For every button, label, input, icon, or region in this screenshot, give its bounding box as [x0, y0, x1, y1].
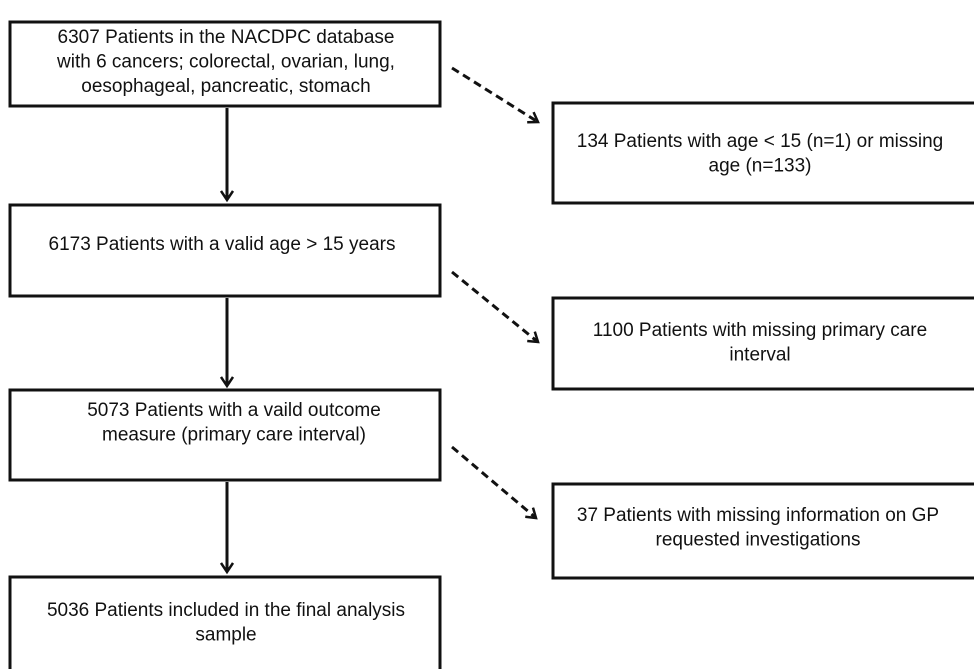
step-box: 6173 Patients with a valid age > 15 year… [8, 203, 442, 298]
box-label: oesophageal, pancreatic, stomach [81, 76, 370, 97]
box-label: 37 Patients with missing information on … [577, 505, 939, 526]
box [551, 482, 974, 580]
box-label: interval [729, 345, 790, 366]
box [8, 575, 442, 669]
step-box: 6307 Patients in the NACDPC database with… [8, 20, 442, 108]
box-label: requested investigations [656, 530, 861, 551]
exclusion-box: 37 Patients with missing information on … [551, 482, 974, 580]
step-box: 5036 Patients included in the final anal… [8, 575, 442, 669]
box [551, 296, 974, 391]
box-label: 5036 Patients included in the final anal… [47, 600, 405, 621]
box [8, 203, 442, 298]
dashed-arrows [451, 66, 538, 518]
box-label: 6173 Patients with a valid age > 15 year… [49, 234, 396, 255]
box-label: 134 Patients with age < 15 (n=1) or miss… [577, 131, 943, 152]
exclusion-box: 1100 Patients with missing primary care i… [551, 296, 974, 391]
box-label: 6307 Patients in the NACDPC database [58, 27, 395, 48]
box [8, 20, 442, 108]
box-label: sample [195, 625, 256, 646]
box-label: measure (primary care interval) [102, 425, 366, 446]
box [8, 388, 442, 482]
box [551, 101, 974, 205]
exclusion-arrow [451, 270, 538, 342]
exclusion-arrow [451, 445, 536, 518]
box-label: 5073 Patients with a vaild outcome [87, 400, 381, 421]
step-box: 5073 Patients with a vaild outcome measur… [8, 388, 442, 482]
box-label: 1100 Patients with missing primary care [593, 320, 927, 341]
box-label: with 6 cancers; colorectal, ovarian, lun… [56, 52, 395, 73]
box-label: age (n=133) [709, 156, 812, 177]
exclusion-box: 134 Patients with age < 15 (n=1) or miss… [551, 101, 974, 205]
boxes: 6307 Patients in the NACDPC database with… [8, 20, 974, 669]
exclusion-arrow [451, 66, 538, 122]
